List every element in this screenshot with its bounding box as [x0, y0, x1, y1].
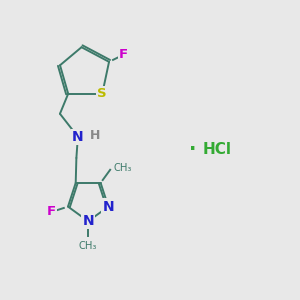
Text: N: N: [103, 200, 114, 214]
Text: F: F: [119, 48, 128, 61]
Text: N: N: [72, 130, 84, 144]
Text: CH₃: CH₃: [114, 163, 132, 173]
Text: F: F: [47, 206, 56, 218]
Text: N: N: [82, 214, 94, 228]
Text: S: S: [98, 87, 107, 100]
Text: CH₃: CH₃: [79, 241, 98, 251]
Text: HCl: HCl: [203, 142, 232, 158]
Text: ·: ·: [189, 140, 196, 160]
Text: H: H: [90, 129, 100, 142]
